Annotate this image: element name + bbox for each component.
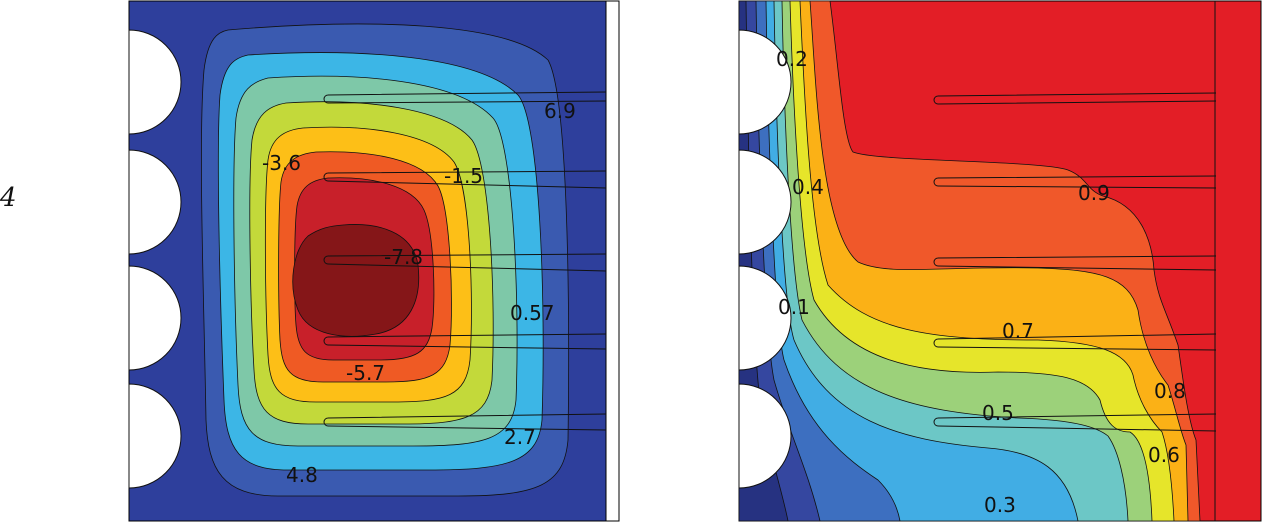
right-band-c4 (738, 0, 1079, 522)
left-label-neg5.7: -5.7 (346, 361, 385, 385)
left-hole-2 (128, 149, 182, 255)
left-crack-5 (323, 413, 607, 431)
left-hole-3 (128, 265, 182, 371)
left-crack-2 (323, 170, 607, 189)
right-band-c3 (738, 0, 901, 522)
left-contour-plot: 6.9 -3.6 -1.5 -7.8 0.57 -5.7 2.7 4.8 (128, 0, 620, 522)
left-label-neg7.8: -7.8 (384, 245, 423, 269)
left-contour-core (292, 224, 420, 337)
left-contour-labels: 6.9 -3.6 -1.5 -7.8 0.57 -5.7 2.7 4.8 (262, 99, 576, 487)
left-hole-1 (128, 29, 182, 135)
right-hole-4 (738, 383, 792, 489)
right-crack-lines (933, 92, 1217, 432)
left-label-neg3.6: -3.6 (262, 151, 301, 175)
left-hole-cutouts (128, 29, 182, 489)
right-crack-1 (933, 92, 1217, 105)
left-plot-white-strip (605, 0, 620, 522)
right-label-0.1: 0.1 (778, 295, 810, 319)
right-crack-2 (933, 175, 1217, 189)
right-label-0.5: 0.5 (982, 401, 1014, 425)
left-label-4.8: 4.8 (286, 463, 318, 487)
right-hole-2 (738, 149, 792, 255)
right-crack-3 (933, 255, 1217, 271)
right-band-c5 (738, 0, 1129, 522)
right-label-0.6: 0.6 (1148, 443, 1180, 467)
left-label-6.9: 6.9 (544, 99, 576, 123)
right-label-0.8: 0.8 (1154, 379, 1186, 403)
left-label-0.57: 0.57 (510, 301, 555, 325)
left-hole-4 (128, 383, 182, 489)
left-label-2.7: 2.7 (504, 425, 536, 449)
right-crack-5 (933, 413, 1217, 432)
right-label-0.7: 0.7 (1002, 319, 1034, 343)
right-label-0.4: 0.4 (792, 175, 824, 199)
right-hole-1 (738, 29, 792, 135)
right-label-0.3: 0.3 (984, 493, 1016, 517)
left-crack-lines (323, 91, 607, 431)
left-crack-3 (323, 253, 607, 272)
left-crack-1 (323, 91, 607, 104)
right-contour-labels: 0.2 0.4 0.9 0.1 0.7 0.8 0.5 0.6 0.3 (776, 47, 1186, 517)
right-hole-3 (738, 265, 792, 371)
left-label-neg1.5: -1.5 (444, 164, 483, 188)
right-contour-plot: 0.2 0.4 0.9 0.1 0.7 0.8 0.5 0.6 0.3 (738, 0, 1262, 522)
row-label: 4 (0, 183, 17, 213)
left-crack-4 (323, 333, 607, 350)
right-label-0.2: 0.2 (776, 47, 808, 71)
right-crack-4 (933, 333, 1217, 351)
right-label-0.9: 0.9 (1078, 181, 1110, 205)
right-hole-cutouts (738, 29, 792, 489)
